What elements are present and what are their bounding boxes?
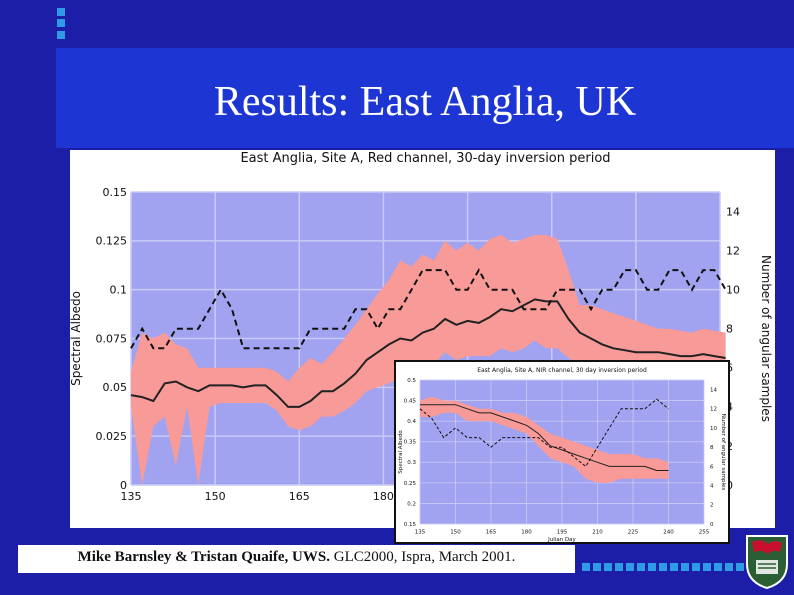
x-tick-label: 255 (699, 530, 710, 536)
y-tick-label: 0.025 (96, 430, 128, 443)
x-tick-label: 150 (450, 530, 461, 536)
accent-square (582, 563, 590, 571)
y-tick-label: 0.5 (407, 378, 416, 384)
accent-square (648, 563, 656, 571)
y2-tick-label: 6 (710, 464, 714, 470)
accent-square (593, 563, 601, 571)
x-tick-label: 225 (628, 530, 639, 536)
y2-axis-label: Number of angular samples (759, 255, 773, 422)
title-bar: Results: East Anglia, UK (56, 48, 794, 148)
albedo-line (130, 298, 726, 408)
y2-tick-label: 14 (710, 388, 717, 394)
accent-square (670, 563, 678, 571)
y2-tick-label: 8 (726, 323, 733, 336)
chart-title: East Anglia, Site A, Red channel, 30-day… (240, 151, 610, 166)
accent-square (736, 563, 744, 571)
x-tick-label: 180 (521, 530, 532, 536)
x-tick-label: 210 (592, 530, 603, 536)
y-tick-label: 0.15 (103, 186, 128, 199)
x-tick-label: 180 (373, 490, 394, 503)
nir-channel-chart: 0.15 0.2 0.25 0.3 0.35 0.4 0.45 0.5 0 2 4 6 8 10 12 14 1… (398, 367, 726, 543)
y2-tick-label: 12 (710, 407, 717, 413)
accent-square (703, 563, 711, 571)
y2-tick-label: 14 (726, 205, 740, 218)
accent-square (57, 19, 65, 27)
y-axis-label: Spectral Albedo (70, 291, 83, 386)
y2-axis-label: Number of angular samples (720, 414, 726, 491)
angular-samples-line (419, 398, 669, 468)
x-tick-label: 135 (121, 490, 142, 503)
y2-tick-label: 4 (710, 484, 714, 490)
accent-square (681, 563, 689, 571)
y2-tick-label: 0 (710, 522, 714, 528)
y-tick-label: 0.35 (404, 440, 417, 446)
y2-tick-label: 12 (726, 244, 740, 257)
y-tick-label: 0.25 (404, 481, 417, 487)
slide-title: Results: East Anglia, UK (213, 79, 637, 125)
y-tick-label: 0.4 (407, 419, 416, 425)
inset-chart-panel: 0.15 0.2 0.25 0.3 0.35 0.4 0.45 0.5 0 2 4 6 8 10 12 14 1… (394, 360, 730, 544)
accent-square (57, 31, 65, 39)
y-tick-label: 0.15 (404, 522, 417, 528)
x-tick-label: 150 (205, 490, 226, 503)
footer-authors: Mike Barnsley & Tristan Quaife, UWS. (77, 549, 330, 565)
y-tick-label: 0.2 (407, 501, 416, 507)
angular-samples-line (130, 268, 727, 350)
accent-square (659, 563, 667, 571)
chart-title: East Anglia, Site A, NIR channel, 30 day… (477, 367, 647, 374)
university-crest-icon (746, 535, 788, 590)
y2-tick-label: 8 (710, 445, 714, 451)
y-axis-label: Spectral Albedo (398, 430, 404, 474)
y2-tick-label: 10 (710, 426, 717, 432)
x-tick-label: 240 (663, 530, 674, 536)
y-tick-label: 0.1 (110, 284, 128, 297)
y-tick-label: 0.125 (96, 235, 128, 248)
footer-box: Mike Barnsley & Tristan Quaife, UWS. GLC… (18, 545, 575, 573)
y-tick-label: 0.05 (103, 381, 128, 394)
y-tick-label: 0.3 (407, 460, 416, 466)
x-tick-label: 165 (289, 490, 310, 503)
accent-square (637, 563, 645, 571)
accent-square (604, 563, 612, 571)
x-tick-label: 135 (415, 530, 426, 536)
footer-text: Mike Barnsley & Tristan Quaife, UWS. GLC… (18, 549, 575, 566)
accent-square (725, 563, 733, 571)
y-tick-label: 0 (120, 479, 127, 492)
accent-square (626, 563, 634, 571)
albedo-line (420, 404, 669, 471)
accent-square (692, 563, 700, 571)
accent-square (57, 8, 65, 16)
accent-square (615, 563, 623, 571)
y2-tick-label: 10 (726, 284, 740, 297)
x-axis-label: Julian Day (547, 537, 576, 542)
accent-square (714, 563, 722, 571)
y2-tick-label: 2 (710, 503, 714, 509)
footer-event: GLC2000, Ispra, March 2001. (329, 549, 516, 565)
y-tick-label: 0.45 (404, 398, 417, 404)
x-tick-label: 195 (557, 530, 568, 536)
x-tick-label: 165 (486, 530, 497, 536)
y-tick-label: 0.075 (96, 332, 128, 345)
